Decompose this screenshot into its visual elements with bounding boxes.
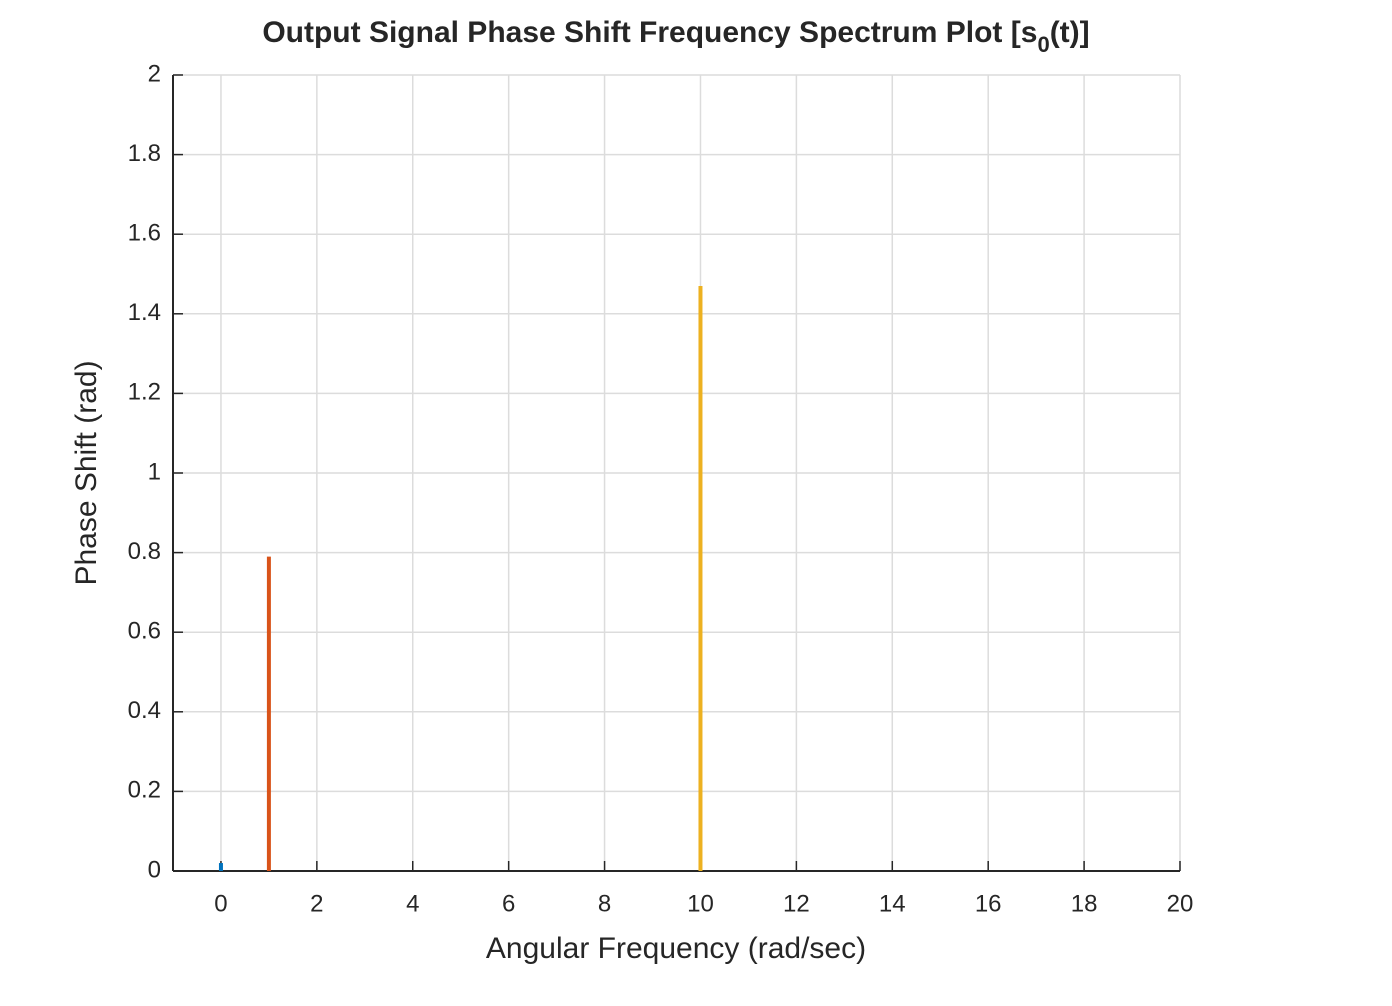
x-tick-label: 8: [598, 890, 611, 917]
x-tick-label: 4: [406, 890, 419, 917]
y-tick-label: 1: [148, 458, 161, 485]
x-tick-label: 2: [310, 890, 323, 917]
x-tick-label: 16: [975, 890, 1002, 917]
y-tick-label: 1.6: [128, 220, 161, 247]
y-tick-label: 0.4: [128, 697, 161, 724]
y-tick-label: 0.8: [128, 538, 161, 565]
y-axis-label: Phase Shift (rad): [70, 360, 103, 585]
x-tick-label: 0: [214, 890, 227, 917]
x-tick-label: 20: [1167, 890, 1194, 917]
title-subscript: 0: [1037, 32, 1049, 57]
y-tick-label: 0.6: [128, 618, 161, 645]
y-tick-label: 1.8: [128, 140, 161, 167]
x-axis-label: Angular Frequency (rad/sec): [486, 932, 866, 965]
x-tick-label: 6: [502, 890, 515, 917]
x-tick-label: 18: [1071, 890, 1098, 917]
y-tick-label: 0: [148, 856, 161, 883]
x-tick-label: 14: [879, 890, 906, 917]
title-part: Output Signal Phase Shift Frequency Spec…: [262, 16, 1037, 49]
y-tick-label: 2: [148, 60, 161, 87]
y-tick-label: 0.2: [128, 777, 161, 804]
title-part: (t)]: [1050, 16, 1090, 49]
x-tick-label: 10: [687, 890, 714, 917]
y-tick-label: 1.4: [128, 299, 161, 326]
y-tick-label: 1.2: [128, 379, 161, 406]
chart-title: Output Signal Phase Shift Frequency Spec…: [262, 16, 1089, 57]
x-tick-label: 12: [783, 890, 810, 917]
